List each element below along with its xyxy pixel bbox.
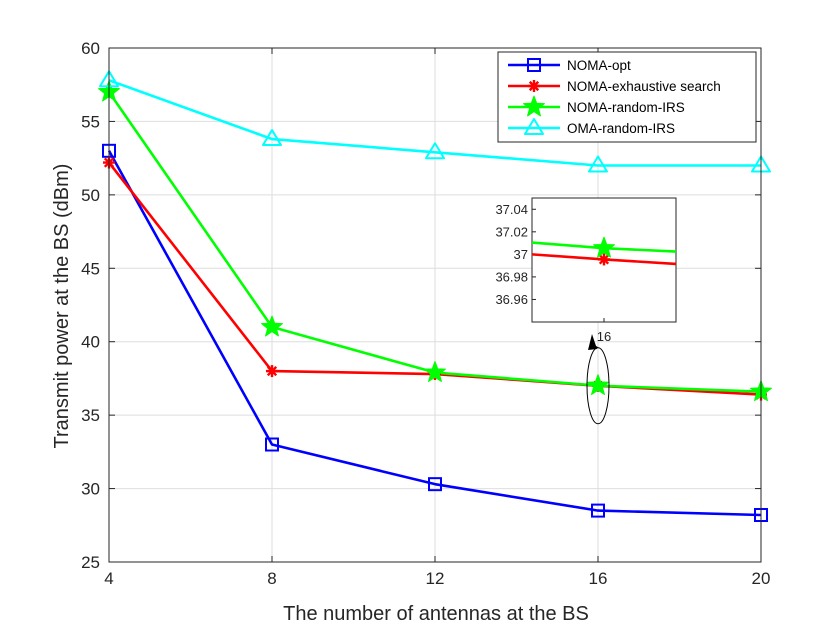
inset-point-noma-random-irs: [593, 236, 615, 258]
legend-label: NOMA-random-IRS: [567, 100, 685, 115]
legend-label: NOMA-exhaustive search: [567, 79, 721, 94]
legend-label: OMA-random-IRS: [567, 121, 675, 136]
data-point-noma-opt: [265, 437, 279, 452]
inset-y-tick-label: 36.98: [495, 269, 528, 284]
inset-y-tick-label: 37.04: [495, 202, 528, 217]
y-tick-label: 60: [81, 39, 100, 58]
data-point-oma-random-irs: [588, 155, 608, 173]
marker-asterisk-stroke: [528, 80, 540, 92]
y-tick-label: 45: [81, 259, 100, 278]
inset-y-tick-label: 37.02: [495, 224, 528, 239]
data-point-noma-random-irs: [424, 361, 446, 382]
data-point-noma-exhaustive-search: [266, 365, 278, 378]
legend-entry-noma-random-irs: NOMA-random-IRS: [508, 95, 685, 117]
zoom-annotation: [586, 334, 610, 425]
x-tick-label: 16: [589, 569, 608, 588]
marker-triangle: [262, 129, 282, 147]
x-tick-label: 20: [752, 569, 771, 588]
y-tick-label: 40: [81, 333, 100, 352]
marker-star: [523, 95, 545, 117]
inset-y-tick-label: 37: [514, 247, 528, 262]
legend-entry-oma-random-irs: OMA-random-IRS: [508, 118, 675, 136]
marker-triangle: [425, 142, 445, 160]
y-tick-label: 35: [81, 406, 100, 425]
x-axis-label: The number of antennas at the BS: [283, 603, 589, 625]
inset-x-tick-label: 16: [597, 329, 611, 344]
inset-y-tick-label: 36.96: [495, 292, 528, 307]
marker-triangle: [588, 155, 608, 173]
marker-star: [261, 315, 283, 337]
series-line-oma-random-irs: [108, 79, 761, 167]
y-tick-label: 30: [81, 480, 100, 499]
y-tick-label: 50: [81, 186, 100, 205]
marker-square: [265, 437, 279, 452]
series-line-noma-opt: [107, 150, 762, 517]
y-axis-label: Transmit power at the BS (dBm): [51, 164, 73, 449]
data-point-noma-random-irs: [587, 374, 609, 396]
legend-swatch-marker: [528, 80, 540, 92]
legend-entry-noma-opt: NOMA-opt: [508, 58, 631, 73]
marker-square: [428, 477, 442, 492]
main-series-markers: [98, 70, 772, 523]
marker-square: [527, 58, 541, 72]
data-point-noma-opt: [428, 477, 442, 492]
x-tick-label: 12: [426, 569, 445, 588]
y-tick-label: 55: [81, 112, 100, 131]
legend-swatch-marker: [524, 118, 544, 135]
data-point-oma-random-irs: [425, 142, 445, 160]
inset-zoom-plot: 36.96 36.98 37 37.02 37.04 16: [495, 197, 677, 344]
data-point-noma-opt: [591, 503, 605, 518]
legend-entry-noma-exhaustive-search: NOMA-exhaustive search: [508, 79, 721, 94]
data-point-noma-random-irs: [261, 315, 283, 337]
marker-star: [424, 361, 446, 382]
main-axis-ticks: 4 8 12 16 20 25 30 35 40 45 50 55 60: [81, 39, 770, 588]
y-tick-label: 25: [81, 553, 100, 572]
legend-swatch-marker: [523, 95, 545, 117]
marker-star: [593, 236, 615, 258]
marker-star: [587, 374, 609, 396]
legend-label: NOMA-opt: [567, 58, 631, 73]
data-point-oma-random-irs: [262, 129, 282, 147]
marker-asterisk-stroke: [266, 365, 278, 377]
zoom-arrow-head: [588, 334, 597, 350]
legend: NOMA-opt NOMA-exhaustive search NOMA-rando…: [497, 51, 757, 143]
marker-square: [591, 503, 605, 518]
marker-triangle: [524, 118, 544, 135]
marker-asterisk-stroke: [598, 254, 610, 265]
x-tick-label: 8: [267, 569, 276, 588]
x-tick-label: 4: [104, 569, 113, 588]
inset-point-noma-exhaustive-search: [598, 253, 610, 266]
legend-swatch-marker: [527, 58, 541, 72]
